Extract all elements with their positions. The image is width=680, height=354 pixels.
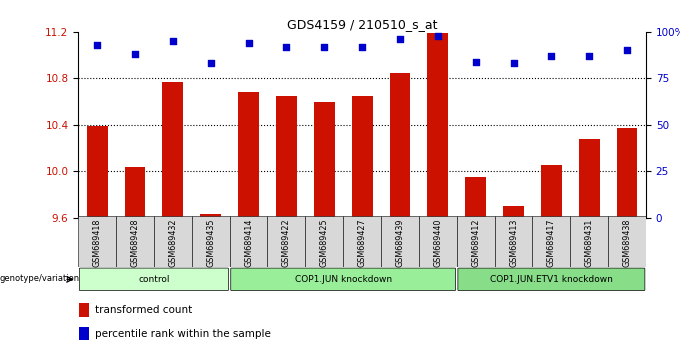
Bar [201, 214, 221, 218]
Text: GSM689413: GSM689413 [509, 218, 518, 267]
Bar [608, 216, 646, 267]
Point [508, 61, 519, 66]
Bar [163, 82, 183, 218]
Bar [428, 33, 448, 218]
FancyBboxPatch shape [231, 268, 456, 291]
Point [470, 59, 481, 64]
Bar [79, 327, 88, 341]
Bar [532, 216, 571, 267]
Bar [238, 92, 259, 218]
Point [319, 44, 330, 50]
FancyBboxPatch shape [80, 268, 228, 291]
Text: GSM689427: GSM689427 [358, 218, 367, 267]
Text: percentile rank within the sample: percentile rank within the sample [95, 329, 271, 338]
Text: COP1.JUN knockdown: COP1.JUN knockdown [294, 275, 392, 284]
Title: GDS4159 / 210510_s_at: GDS4159 / 210510_s_at [287, 18, 437, 31]
Point [432, 33, 443, 39]
Text: GSM689439: GSM689439 [396, 218, 405, 267]
Bar [571, 216, 608, 267]
Text: GSM689432: GSM689432 [169, 218, 177, 267]
Bar [78, 216, 116, 267]
Point [167, 38, 178, 44]
Bar [352, 96, 373, 218]
Text: GSM689418: GSM689418 [92, 218, 101, 267]
Point [129, 51, 140, 57]
Bar [87, 126, 107, 218]
Point [92, 42, 103, 48]
Text: GSM689438: GSM689438 [623, 218, 632, 267]
Text: GSM689422: GSM689422 [282, 218, 291, 267]
Text: GSM689431: GSM689431 [585, 218, 594, 267]
Bar [343, 216, 381, 267]
Text: GSM689440: GSM689440 [433, 218, 442, 267]
Text: GSM689435: GSM689435 [206, 218, 215, 267]
Text: transformed count: transformed count [95, 305, 192, 315]
Bar [579, 139, 600, 218]
Point [546, 53, 557, 59]
Bar [192, 216, 230, 267]
Bar [314, 102, 335, 218]
Text: GSM689417: GSM689417 [547, 218, 556, 267]
Bar [419, 216, 457, 267]
Text: GSM689428: GSM689428 [131, 218, 139, 267]
Point [394, 36, 405, 42]
Bar [390, 73, 410, 218]
Bar [541, 165, 562, 218]
Text: control: control [138, 275, 169, 284]
Bar [230, 216, 267, 267]
Bar [267, 216, 305, 267]
Bar [154, 216, 192, 267]
Bar [79, 303, 88, 317]
Point [622, 48, 632, 53]
Bar [457, 216, 494, 267]
Bar [124, 167, 146, 218]
FancyBboxPatch shape [458, 268, 645, 291]
Point [205, 61, 216, 66]
Text: COP1.JUN.ETV1 knockdown: COP1.JUN.ETV1 knockdown [490, 275, 613, 284]
Bar [381, 216, 419, 267]
Bar [494, 216, 532, 267]
Bar [116, 216, 154, 267]
Bar [503, 206, 524, 218]
Text: GSM689425: GSM689425 [320, 218, 328, 267]
Bar [305, 216, 343, 267]
Point [243, 40, 254, 46]
Text: GSM689414: GSM689414 [244, 218, 253, 267]
Bar [465, 177, 486, 218]
Text: GSM689412: GSM689412 [471, 218, 480, 267]
Point [281, 44, 292, 50]
Bar [276, 96, 296, 218]
Point [583, 53, 594, 59]
Text: genotype/variation: genotype/variation [0, 274, 79, 282]
Bar [617, 128, 637, 218]
Point [356, 44, 367, 50]
